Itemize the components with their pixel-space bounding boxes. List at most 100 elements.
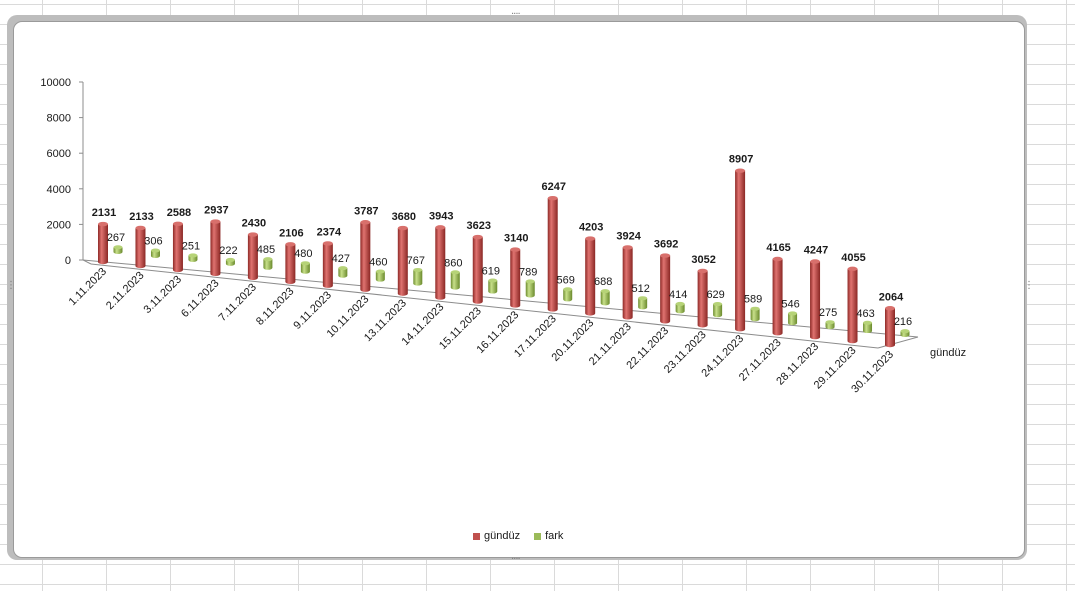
data-label-gunduz: 2106 — [279, 227, 303, 239]
data-label-gunduz: 2133 — [129, 211, 153, 223]
data-label-fark: 275 — [819, 307, 837, 319]
data-label-gunduz: 2937 — [204, 205, 228, 217]
x-tick-label: 2.11.2023 — [104, 270, 147, 313]
floor-front-edge — [90, 263, 879, 349]
bar-fark — [113, 245, 123, 254]
bar-gunduz — [547, 196, 558, 312]
data-label-gunduz: 4165 — [766, 242, 790, 254]
data-label-fark: 306 — [144, 236, 162, 248]
x-tick-label: 7.11.2023 — [217, 281, 260, 324]
y-tick-label: 8000 — [47, 113, 71, 125]
bar-gunduz — [885, 306, 895, 348]
legend-swatch-gunduz — [473, 532, 480, 540]
bar-gunduz — [360, 220, 371, 292]
bar-gunduz — [322, 241, 333, 288]
bar-fark — [338, 266, 348, 278]
bar-fark — [375, 269, 385, 282]
data-label-gunduz: 4203 — [579, 222, 603, 234]
bar-gunduz — [510, 247, 521, 308]
depth-axis-label: gündüz — [930, 347, 966, 359]
bars-layer — [98, 168, 910, 348]
data-label-fark: 767 — [407, 255, 425, 267]
resize-handle-top[interactable]: ···· — [511, 9, 521, 20]
bar-gunduz — [247, 232, 258, 281]
bar-gunduz — [772, 256, 783, 336]
data-label-gunduz: 3623 — [467, 220, 491, 232]
y-tick-label: 4000 — [47, 184, 71, 196]
bar-fark — [263, 257, 273, 270]
bar-fark — [413, 267, 423, 286]
data-label-gunduz: 2430 — [242, 218, 266, 230]
bar-fark — [150, 248, 160, 258]
bar-fark — [863, 320, 873, 334]
data-label-fark: 427 — [332, 253, 350, 265]
data-label-fark: 569 — [557, 274, 575, 286]
x-tick-label: 3.11.2023 — [142, 274, 185, 317]
bar-fark — [750, 306, 760, 322]
data-label-fark: 463 — [856, 308, 874, 320]
data-label-gunduz: 3680 — [392, 211, 416, 223]
bar-gunduz — [697, 268, 708, 328]
y-tick-label: 0 — [65, 255, 71, 267]
data-label-fark: 546 — [781, 298, 799, 310]
bar-fark — [225, 257, 235, 266]
data-label-fark: 688 — [594, 276, 612, 288]
x-tick-label: 8.11.2023 — [254, 285, 297, 328]
y-tick-label: 10000 — [40, 77, 71, 89]
data-label-fark: 267 — [107, 232, 125, 244]
legend: gündüz fark — [473, 530, 563, 542]
legend-item-gunduz[interactable]: gündüz — [473, 530, 520, 542]
bar-fark — [188, 253, 198, 262]
data-label-gunduz: 3943 — [429, 210, 453, 222]
data-label-fark: 460 — [369, 256, 387, 268]
data-label-gunduz: 2374 — [317, 226, 342, 238]
bar-gunduz — [135, 225, 146, 269]
resize-handle-bottom[interactable]: ···· — [511, 554, 521, 565]
data-label-fark: 485 — [257, 244, 275, 256]
data-label-fark: 251 — [182, 240, 200, 252]
data-label-fark: 860 — [444, 257, 462, 269]
bar-gunduz — [735, 168, 746, 332]
data-label-gunduz: 4055 — [841, 252, 865, 264]
bar-gunduz — [847, 266, 858, 344]
data-label-fark: 619 — [482, 266, 500, 278]
bar-gunduz — [210, 219, 221, 277]
data-label-fark: 222 — [219, 245, 237, 257]
data-label-fark: 480 — [294, 248, 312, 260]
x-tick-label: 1.11.2023 — [67, 266, 110, 309]
legend-label-gunduz: gündüz — [484, 530, 521, 542]
data-label-gunduz: 4247 — [804, 244, 828, 256]
data-label-gunduz: 3924 — [616, 230, 641, 242]
bar-gunduz — [622, 245, 633, 320]
data-label-gunduz: 2131 — [92, 207, 116, 219]
legend-item-fark[interactable]: fark — [534, 530, 563, 542]
data-label-fark: 589 — [744, 294, 762, 306]
bar-fark — [900, 329, 910, 337]
resize-handle-right[interactable]: ⋮ — [1024, 280, 1034, 291]
bar-fark — [675, 301, 685, 314]
data-label-gunduz: 8907 — [729, 154, 753, 166]
bar-fark — [713, 302, 723, 318]
bar-fark — [450, 270, 460, 290]
y-tick-label: 6000 — [47, 148, 71, 160]
bar-gunduz — [397, 225, 408, 296]
data-label-fark: 789 — [519, 266, 537, 278]
data-label-fark: 216 — [894, 316, 912, 328]
data-label-gunduz: 3692 — [654, 239, 678, 251]
x-tick-label: 6.11.2023 — [179, 277, 222, 320]
bar-gunduz — [585, 236, 596, 316]
bar-fark — [825, 320, 835, 330]
floor-right-edge — [877, 336, 919, 349]
bar-gunduz — [810, 259, 821, 340]
bar-gunduz — [660, 253, 671, 324]
data-label-fark: 629 — [706, 289, 724, 301]
vertical-axis-line — [82, 82, 92, 265]
resize-handle-left[interactable]: ⋮ — [6, 280, 16, 291]
legend-swatch-fark — [534, 532, 542, 540]
bar-fark — [788, 311, 798, 326]
legend-label-fark: fark — [545, 530, 564, 542]
bar-fark — [525, 279, 535, 298]
data-label-gunduz: 3787 — [354, 205, 378, 217]
x-tick-label: 30.11.2023 — [849, 349, 896, 396]
